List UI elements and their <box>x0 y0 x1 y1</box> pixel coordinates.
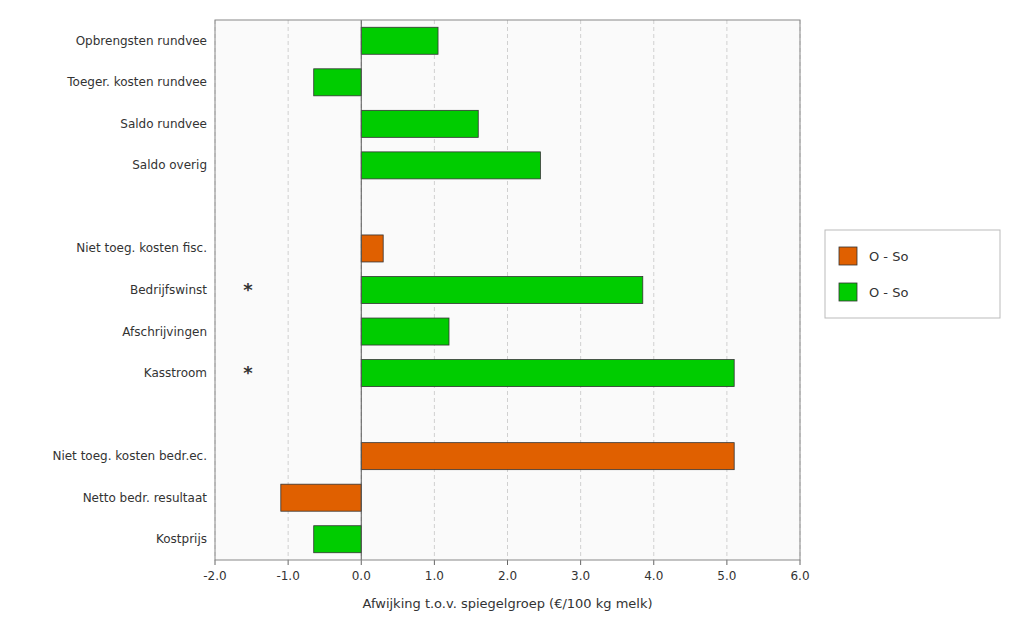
tick-mark <box>653 560 654 565</box>
tick-label: 5.0 <box>717 569 736 583</box>
tick-mark <box>580 560 581 565</box>
tick-label: 6.0 <box>790 569 809 583</box>
category-label: Toeger. kosten rundvee <box>66 75 207 89</box>
grid-line <box>288 20 289 560</box>
tick-label: -1.0 <box>276 569 299 583</box>
bar <box>361 27 438 54</box>
bar <box>361 277 643 304</box>
grid-line <box>361 20 362 560</box>
legend-swatch <box>839 247 857 265</box>
category-label: Kostprijs <box>156 532 207 546</box>
category-label: Opbrengsten rundvee <box>76 34 207 48</box>
bar <box>361 360 734 387</box>
category-label: Niet toeg. kosten bedr.ec. <box>52 449 207 463</box>
x-axis-label: Afwijking t.o.v. spiegelgroep (€/100 kg … <box>362 596 652 611</box>
bar <box>361 318 449 345</box>
tick-label: 3.0 <box>571 569 590 583</box>
grid-line <box>653 20 654 560</box>
tick-label: 0.0 <box>352 569 371 583</box>
legend-label: O - So <box>869 249 908 264</box>
tick-mark <box>215 560 216 565</box>
tick-mark <box>507 560 508 565</box>
tick-mark <box>726 560 727 565</box>
bar <box>361 152 540 179</box>
tick-label: 1.0 <box>425 569 444 583</box>
category-label: Afschrijvingen <box>122 325 207 339</box>
tick-label: 4.0 <box>644 569 663 583</box>
legend-swatch <box>839 283 857 301</box>
bar <box>361 443 734 470</box>
bar <box>361 235 383 262</box>
grid-line <box>726 20 727 560</box>
plot-area <box>215 20 800 560</box>
x-axis: -2.0 -1.0 0.0 1.0 2.0 3.0 4.0 5.0 6.0 <box>203 20 809 583</box>
category-label: Saldo overig <box>132 158 207 172</box>
plot-frame <box>215 20 800 560</box>
annotation: * <box>243 362 253 383</box>
tick-mark <box>361 560 362 565</box>
zero-line <box>361 20 362 560</box>
tick-mark <box>288 560 289 565</box>
bar <box>314 69 362 96</box>
legend-label: O - So <box>869 285 908 300</box>
bar <box>361 110 478 137</box>
category-label: Netto bedr. resultaat <box>83 491 208 505</box>
bar <box>281 484 361 511</box>
category-label: Saldo rundvee <box>120 117 207 131</box>
annotation: * <box>243 279 253 300</box>
category-label: Bedrijfswinst <box>130 283 207 297</box>
tick-label: -2.0 <box>203 569 226 583</box>
bar <box>314 526 362 553</box>
category-label: Niet toeg. kosten fisc. <box>76 241 207 255</box>
tick-mark <box>800 560 801 565</box>
tick-mark <box>434 560 435 565</box>
bars <box>281 27 734 552</box>
legend: O - So O - So <box>825 230 1000 318</box>
legend-box <box>825 230 1000 318</box>
category-label: Kasstroom <box>144 366 207 380</box>
tick-label: 2.0 <box>498 569 517 583</box>
chart: -2.0 -1.0 0.0 1.0 2.0 3.0 4.0 5.0 6.0 Afwijking t… <box>0 0 1023 625</box>
